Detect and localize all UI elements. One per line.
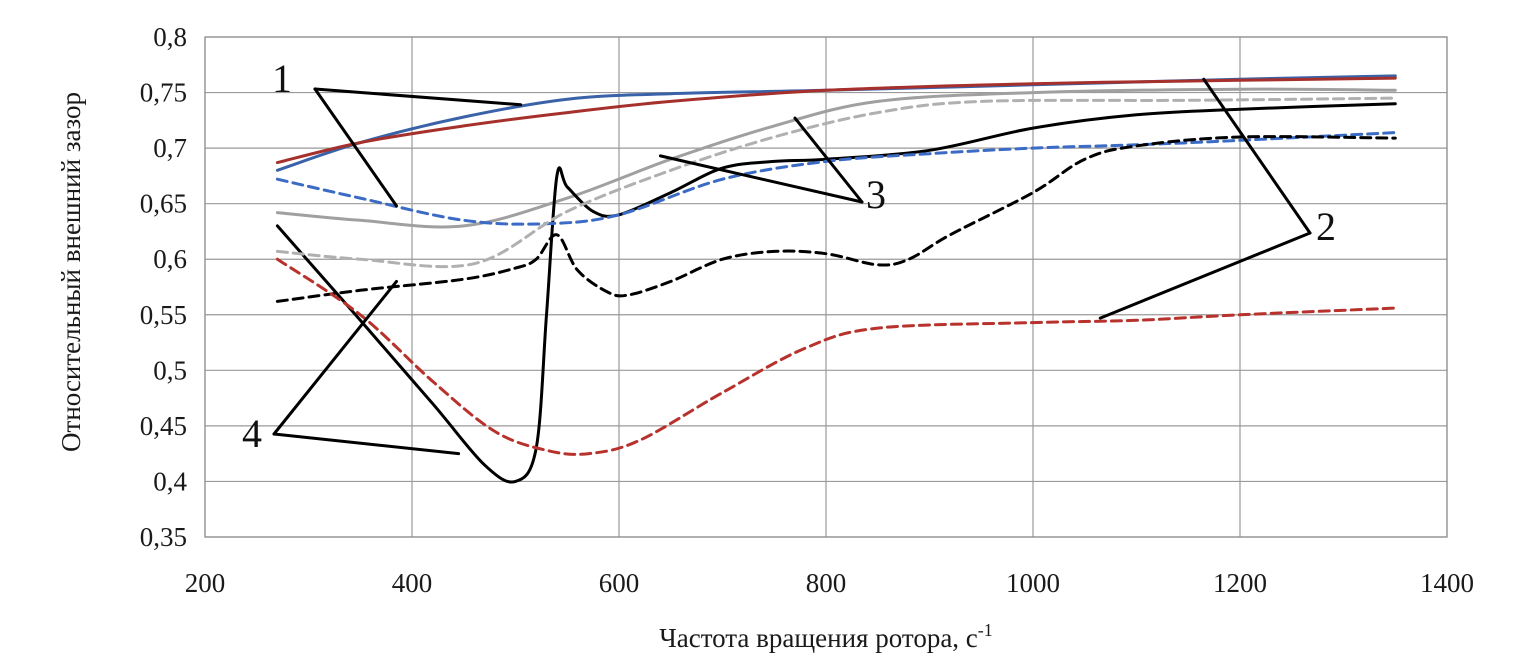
y-tick-label: 0,45 [140, 411, 187, 441]
annotation-label-3: 3 [866, 172, 886, 217]
x-tick-label: 1400 [1420, 568, 1474, 598]
annotation-leaders: 1 2 3 4 [242, 56, 1336, 456]
x-axis-title: Частота вращения ротора, с-1 [659, 620, 993, 653]
series-line-2 [275, 76, 1397, 165]
annotation-label-2: 2 [1316, 204, 1336, 249]
x-tick-label: 800 [806, 568, 847, 598]
y-axis-title: Относительный внешний зазор [56, 92, 86, 452]
y-tick-label: 0,5 [153, 355, 187, 385]
annotation-leader-line [1098, 231, 1312, 320]
annotation-leader-line [272, 432, 461, 456]
series-line-4 [275, 102, 1397, 484]
annotation-leader-line [313, 87, 523, 107]
annotation-leader-line [272, 279, 398, 436]
annotation-label-1: 1 [272, 56, 292, 101]
x-tick-label: 1200 [1213, 568, 1267, 598]
y-tick-label: 0,55 [140, 300, 187, 330]
y-tick-label: 0,4 [153, 466, 187, 496]
x-tick-label: 600 [599, 568, 640, 598]
annotation-leader-line [313, 87, 398, 208]
y-tick-label: 0,8 [153, 22, 187, 52]
y-tick-label: 0,35 [140, 522, 187, 552]
annotation-leader-line [1202, 77, 1312, 235]
y-tick-label: 0,6 [153, 244, 187, 274]
y-tick-label: 0,75 [140, 78, 187, 108]
annotation-leader-line [793, 116, 864, 204]
plot-frame [204, 36, 1448, 538]
x-axis-title-text: Частота вращения ротора, с [659, 623, 978, 653]
x-axis-title-superscript: -1 [978, 620, 993, 640]
y-tick-label: 0,7 [153, 133, 187, 163]
annotation-leader-line [658, 154, 864, 204]
x-tick-label: 400 [392, 568, 433, 598]
series-line-8 [275, 257, 1397, 456]
series-layer [275, 74, 1397, 484]
y-tick-label: 0,65 [140, 189, 187, 219]
series-line-5 [275, 131, 1397, 226]
tick-labels: 0,35 0,4 0,45 0,5 0,55 0,6 0,65 0,7 0,75 0,8 200 40… [140, 22, 1474, 598]
x-tick-label: 200 [185, 568, 226, 598]
series-line-3 [275, 87, 1397, 229]
x-tick-label: 1000 [1006, 568, 1060, 598]
annotation-label-4: 4 [242, 411, 262, 456]
series-line-7 [275, 135, 1397, 303]
series-line-6 [275, 96, 1397, 269]
